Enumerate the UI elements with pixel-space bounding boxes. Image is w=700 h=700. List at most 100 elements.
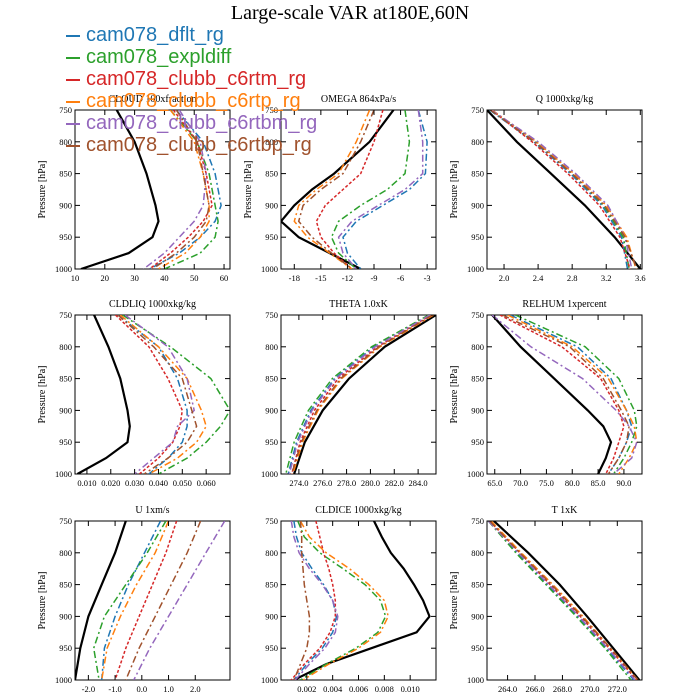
y-tick-label: 850 bbox=[471, 169, 484, 179]
series-line-cam078_clubb_c6rtbp_rg bbox=[489, 110, 638, 269]
plot-frame bbox=[74, 520, 231, 681]
series-line-cam078_clubb_c6rtbp_rg bbox=[293, 521, 311, 680]
series-line-cam078_clubb_c6rtm_rg bbox=[315, 110, 384, 269]
figure-title: Large-scale VAR at180E,60N bbox=[230, 2, 470, 24]
legend-label: cam078_clubb_c6rtp_rg bbox=[86, 90, 301, 112]
x-tick-label: 276.0 bbox=[313, 478, 332, 488]
x-tick-label: 274.0 bbox=[289, 478, 308, 488]
panel-5: 274.0 276.0 278.0 280.0 282.0 284.0 750 800 850 9… bbox=[261, 299, 437, 488]
y-tick-label: 950 bbox=[471, 643, 484, 653]
legend-item-c6rtm: cam078_clubb_c6rtm_rg bbox=[66, 68, 317, 90]
legend-item-c6rtbm: cam078_clubb_c6rtbm_rg bbox=[66, 112, 317, 134]
series-line-cam078_clubb_c6rtp_rg bbox=[491, 110, 637, 269]
y-tick-label: 900 bbox=[59, 405, 72, 415]
y-tick-label: 950 bbox=[471, 232, 484, 242]
x-tick-label: 75.0 bbox=[539, 478, 554, 488]
series-line-cam078_dflt_rg bbox=[100, 521, 162, 680]
y-tick-label: 850 bbox=[59, 580, 72, 590]
series-line-cam078_clubb_c6rtm_rg bbox=[290, 315, 432, 474]
y-tick-label: 750 bbox=[59, 516, 72, 526]
y-tick-label: 1000 bbox=[261, 675, 278, 685]
x-tick-label: 266.0 bbox=[525, 684, 544, 694]
series-line-cam078_clubb_c6rtp_rg bbox=[119, 315, 208, 474]
series-line-cam078_dflt_rg bbox=[293, 521, 338, 680]
x-tick-label: -15 bbox=[315, 273, 326, 283]
y-tick-label: 900 bbox=[59, 200, 72, 210]
x-tick-label: -6 bbox=[397, 273, 404, 283]
series-line-cam078_clubb_c6rtbp_rg bbox=[489, 521, 639, 680]
x-tick-label: -2.0 bbox=[82, 684, 95, 694]
series-line-cam078_dflt_rg bbox=[509, 315, 633, 474]
x-tick-label: 284.0 bbox=[409, 478, 428, 488]
x-tick-label: -18 bbox=[289, 273, 300, 283]
legend-swatch bbox=[66, 144, 80, 147]
panel-title: CLDLIQ 1000xkg/kg bbox=[109, 299, 196, 310]
x-tick-label: 270.0 bbox=[580, 684, 599, 694]
panel-title: U 1xm/s bbox=[135, 505, 169, 516]
x-tick-label: 3.6 bbox=[635, 273, 646, 283]
x-tick-label: -3 bbox=[424, 273, 431, 283]
x-tick-label: 10 bbox=[71, 273, 80, 283]
y-tick-label: 950 bbox=[265, 232, 278, 242]
series-line-cam078_clubb_c6rtbm_rg bbox=[133, 521, 226, 680]
x-tick-label: 282.0 bbox=[385, 478, 404, 488]
legend-label: cam078_clubb_c6rtbp_rg bbox=[86, 134, 312, 156]
series-line-cam078_expldiff bbox=[297, 521, 387, 680]
series-line-cam078_dflt_rg bbox=[287, 315, 431, 474]
y-tick-label: 1000 bbox=[467, 264, 484, 274]
y-tick-label: 950 bbox=[265, 643, 278, 653]
series-line-cam078_clubb_c6rtp_rg bbox=[100, 521, 170, 680]
panel-title: CLDICE 1000xkg/kg bbox=[315, 505, 401, 516]
series-line-cam078_clubb_c6rtbm_rg bbox=[124, 315, 196, 474]
plot-frame bbox=[280, 314, 437, 475]
legend-item-c6rtp: cam078_clubb_c6rtp_rg bbox=[66, 90, 317, 112]
y-tick-label: 800 bbox=[59, 137, 72, 147]
series-line-reference bbox=[80, 110, 160, 269]
x-tick-label: 280.0 bbox=[361, 478, 380, 488]
series-line-reference bbox=[293, 521, 431, 680]
legend-item-c6rtbp: cam078_clubb_c6rtbp_rg bbox=[66, 134, 317, 156]
y-tick-label: 1000 bbox=[261, 264, 278, 274]
y-tick-label: 750 bbox=[471, 310, 484, 320]
legend-swatch bbox=[66, 122, 80, 125]
series-line-cam078_clubb_c6rtp_rg bbox=[299, 521, 389, 680]
series-line-cam078_clubb_c6rtbp_rg bbox=[502, 315, 630, 474]
series-line-cam078_clubb_c6rtbm_rg bbox=[337, 110, 424, 269]
series-line-reference bbox=[493, 521, 641, 680]
y-tick-label: 900 bbox=[265, 405, 278, 415]
series-line-cam078_clubb_c6rtm_rg bbox=[490, 110, 631, 269]
y-tick-label: 1000 bbox=[55, 264, 72, 274]
panel-1: 10 20 30 40 50 60 750 800 850 900 950 1000 CLOUD 100… bbox=[37, 94, 231, 283]
x-tick-label: 85.0 bbox=[591, 478, 606, 488]
y-tick-label: 950 bbox=[59, 232, 72, 242]
x-tick-label: -1.0 bbox=[108, 684, 121, 694]
legend-label: cam078_expldiff bbox=[86, 46, 232, 68]
series-line-cam078_expldiff bbox=[515, 315, 638, 474]
series-line-cam078_clubb_c6rtp_rg bbox=[158, 110, 210, 269]
series-line-reference bbox=[293, 315, 436, 474]
y-tick-label: 850 bbox=[471, 374, 484, 384]
x-tick-label: 0.0 bbox=[136, 684, 147, 694]
panel-title: OMEGA 864xPa/s bbox=[321, 94, 396, 105]
y-tick-label: 850 bbox=[265, 580, 278, 590]
series-line-cam078_clubb_c6rtp_rg bbox=[293, 110, 371, 269]
legend-label: cam078_clubb_c6rtbm_rg bbox=[86, 112, 318, 134]
y-tick-label: 950 bbox=[59, 643, 72, 653]
series-line-cam078_clubb_c6rtbp_rg bbox=[117, 315, 198, 474]
x-tick-label: -12 bbox=[342, 273, 353, 283]
panel-9: 264.0 266.0 268.0 270.0 272.0 750 800 850 900 950… bbox=[449, 505, 643, 694]
series-line-reference bbox=[75, 521, 127, 680]
x-tick-label: 3.2 bbox=[601, 273, 612, 283]
legend-item-dflt: cam078_dflt_rg bbox=[66, 24, 317, 46]
panel-title: RELHUM 1xpercent bbox=[522, 299, 606, 310]
series-line-cam078_dflt_rg bbox=[149, 110, 222, 269]
series-line-cam078_clubb_c6rtm_rg bbox=[114, 315, 184, 474]
series-line-cam078_expldiff bbox=[487, 521, 632, 680]
y-tick-label: 950 bbox=[265, 437, 278, 447]
series-line-cam078_clubb_c6rtbp_rg bbox=[152, 110, 210, 269]
series-line-cam078_clubb_c6rtp_rg bbox=[292, 315, 434, 474]
series-line-reference bbox=[487, 110, 642, 269]
x-tick-label: 1.0 bbox=[163, 684, 174, 694]
series-line-cam078_expldiff bbox=[122, 315, 230, 474]
